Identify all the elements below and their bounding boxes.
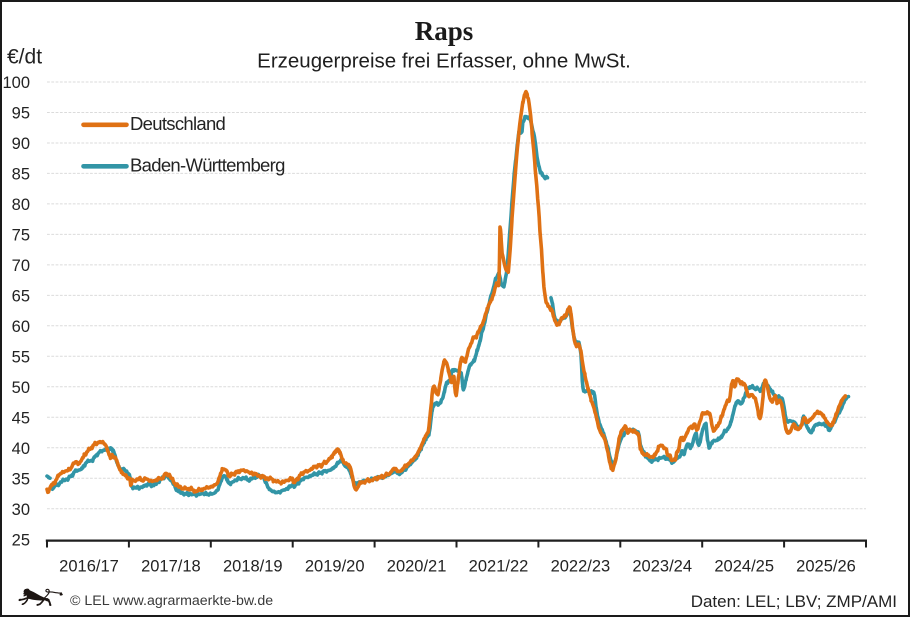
svg-text:Daten: LEL; LBV; ZMP/AMI: Daten: LEL; LBV; ZMP/AMI [691, 592, 897, 611]
svg-text:2022/23: 2022/23 [551, 558, 611, 576]
svg-text:65: 65 [12, 288, 30, 306]
svg-text:100: 100 [2, 74, 30, 92]
svg-text:55: 55 [12, 349, 30, 367]
svg-text:60: 60 [12, 318, 30, 336]
svg-text:2019/20: 2019/20 [305, 558, 365, 576]
svg-text:45: 45 [12, 410, 30, 428]
svg-text:2016/17: 2016/17 [59, 558, 119, 576]
svg-text:2023/24: 2023/24 [632, 558, 692, 576]
svg-text:35: 35 [12, 470, 30, 488]
svg-text:85: 85 [12, 166, 30, 184]
svg-text:2018/19: 2018/19 [223, 558, 283, 576]
svg-text:2021/22: 2021/22 [469, 558, 529, 576]
svg-text:50: 50 [12, 379, 30, 397]
svg-text:30: 30 [12, 501, 30, 519]
svg-text:€/dt: €/dt [7, 46, 42, 69]
svg-text:80: 80 [12, 196, 30, 214]
svg-text:75: 75 [12, 227, 30, 245]
svg-text:40: 40 [12, 440, 30, 458]
svg-text:90: 90 [12, 135, 30, 153]
svg-text:95: 95 [12, 105, 30, 123]
svg-text:Raps: Raps [415, 16, 474, 46]
svg-text:2024/25: 2024/25 [714, 558, 774, 576]
svg-text:2025/26: 2025/26 [796, 558, 856, 576]
svg-text:2020/21: 2020/21 [387, 558, 447, 576]
svg-text:© LEL www.agrarmaerkte-bw.de: © LEL www.agrarmaerkte-bw.de [70, 593, 273, 609]
svg-text:70: 70 [12, 257, 30, 275]
svg-text:25: 25 [12, 531, 30, 549]
svg-text:Baden-Württemberg: Baden-Württemberg [130, 155, 285, 176]
svg-text:Erzeugerpreise frei Erfasser,: Erzeugerpreise frei Erfasser, ohne MwSt. [257, 50, 631, 73]
svg-text:Deutschland: Deutschland [130, 113, 226, 134]
svg-text:2017/18: 2017/18 [141, 558, 201, 576]
